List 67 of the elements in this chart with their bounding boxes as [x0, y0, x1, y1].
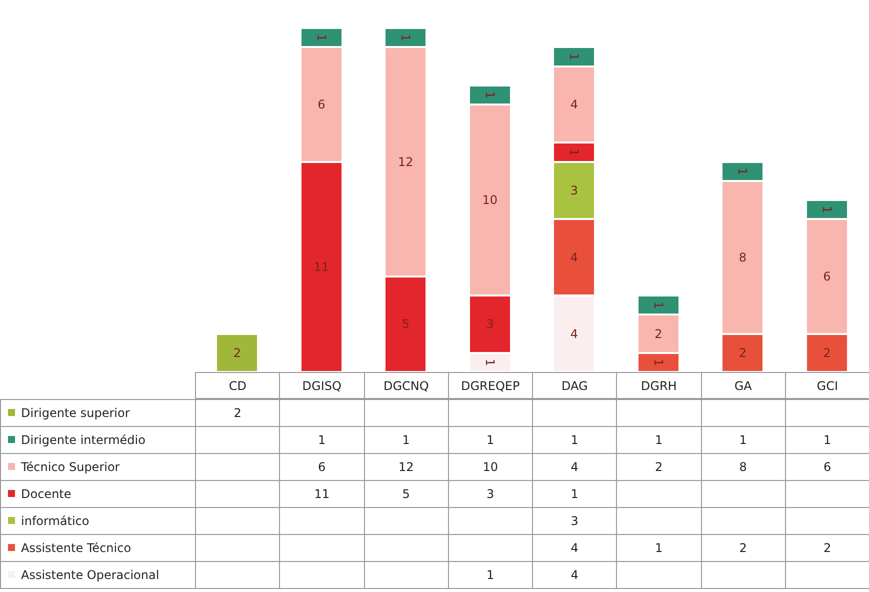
data-label: 1 — [364, 426, 449, 454]
data-label: 6 — [823, 269, 831, 284]
data-label: 1 — [532, 480, 618, 508]
y-tick-label: Dirigente superior — [0, 399, 196, 427]
data-label: 2 — [654, 326, 662, 341]
data-label: 2 — [823, 346, 831, 360]
y-tick-label: Assistente Operacional — [0, 561, 196, 589]
data-label: 1 — [616, 426, 702, 454]
data-label: 1 — [448, 561, 533, 589]
data-label: 4 — [532, 561, 618, 589]
data-label: 3 — [448, 480, 533, 508]
x-tick-label: DGISQ — [279, 372, 364, 399]
data-label: 4 — [532, 453, 618, 481]
data-label: 1 — [314, 34, 328, 42]
data-label: 4 — [570, 250, 578, 264]
x-tick-label: DGCNQ — [364, 372, 449, 399]
data-label: 12 — [364, 453, 449, 481]
data-label: 3 — [532, 507, 618, 535]
x-tick-label: DAG — [532, 372, 618, 399]
data-label: 1 — [651, 301, 666, 309]
y-tick-label: Técnico Superior — [0, 453, 196, 481]
data-label: 4 — [532, 534, 618, 562]
data-label: 1 — [448, 426, 533, 454]
data-label: 1 — [736, 168, 750, 176]
x-tick-label: GA — [700, 372, 786, 399]
data-label: 2 — [616, 453, 702, 481]
data-label: 1 — [820, 206, 834, 214]
data-label: 10 — [482, 193, 498, 208]
data-label: 8 — [700, 453, 786, 481]
data-label: 2 — [700, 534, 786, 562]
data-label: 6 — [279, 453, 364, 481]
data-label: 6 — [318, 98, 326, 112]
data-label: 1 — [567, 52, 582, 61]
data-label: 1 — [651, 358, 666, 366]
x-tick-label: CD — [195, 372, 280, 399]
y-tick-label: Assistente Técnico — [0, 534, 196, 562]
data-label: 3 — [486, 317, 494, 332]
data-label: 1 — [567, 148, 582, 156]
data-label: 11 — [279, 480, 364, 508]
data-label: 8 — [738, 250, 746, 264]
data-label: 3 — [570, 184, 578, 198]
y-tick-label: Docente — [0, 480, 196, 508]
data-label: 1 — [482, 358, 497, 366]
y-tick-label: Dirigente intermédio — [0, 426, 196, 454]
x-tick-label: DGREQEP — [448, 372, 533, 399]
data-label: 6 — [784, 453, 869, 481]
data-label: 11 — [314, 260, 330, 274]
data-label: 2 — [738, 346, 746, 360]
data-label: 2 — [784, 534, 869, 562]
data-label: 1 — [532, 426, 618, 454]
data-label: 1 — [482, 91, 497, 99]
data-label: 1 — [616, 534, 702, 562]
data-label: 4 — [570, 326, 578, 341]
data-label: 1 — [398, 34, 413, 42]
x-tick-label: DGRH — [616, 372, 702, 399]
data-label: 1 — [279, 426, 364, 454]
data-label: 5 — [364, 480, 449, 508]
data-label: 2 — [233, 346, 241, 360]
data-label: 12 — [398, 154, 414, 169]
data-label: 2 — [195, 399, 280, 427]
data-label: 1 — [700, 426, 786, 454]
data-label: 5 — [402, 317, 410, 332]
x-tick-label: GCI — [784, 372, 869, 399]
data-label: 10 — [448, 453, 533, 481]
data-label: 4 — [570, 98, 578, 112]
y-tick-label: informático — [0, 507, 196, 535]
data-label: 1 — [784, 426, 869, 454]
